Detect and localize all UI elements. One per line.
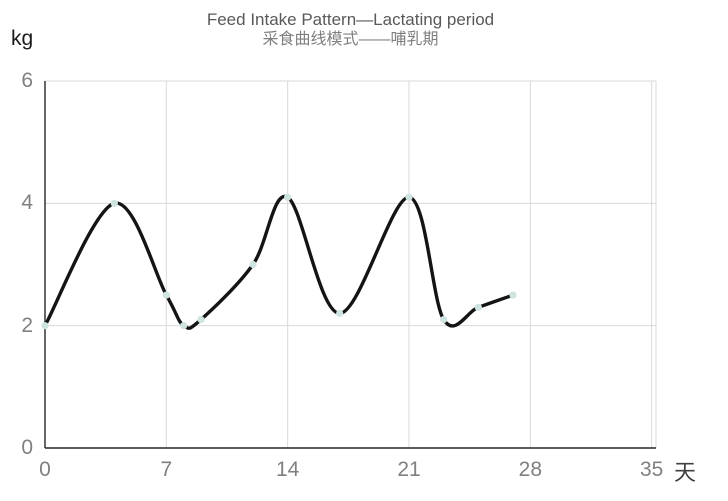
- x-axis-unit-label: 天: [674, 460, 697, 485]
- data-point-marker: [41, 322, 49, 330]
- data-point-marker: [284, 193, 292, 201]
- x-tick-label: 35: [639, 458, 664, 481]
- y-axis-unit-label: kg: [11, 27, 34, 50]
- data-point-marker: [249, 260, 257, 269]
- data-point-marker: [474, 303, 482, 311]
- x-tick-label: 14: [275, 458, 300, 481]
- chart-subtitle: 采食曲线模式——哺乳期: [262, 31, 439, 48]
- chart-title: Feed Intake Pattern—Lactating period: [206, 10, 495, 29]
- x-tick-label: 0: [39, 458, 51, 481]
- data-point-marker: [110, 199, 118, 207]
- y-tick-label: 2: [21, 313, 33, 337]
- y-tick-label: 0: [21, 436, 33, 459]
- data-point-marker: [197, 315, 205, 324]
- x-tick-label: 21: [397, 458, 421, 481]
- data-point-marker: [336, 309, 344, 318]
- y-tick-label: 6: [21, 69, 33, 92]
- data-point-marker: [180, 322, 188, 330]
- x-tick-label: 7: [160, 458, 173, 481]
- feed-intake-curve: [43, 194, 515, 330]
- data-point-marker: [440, 315, 448, 324]
- data-point-marker: [405, 193, 413, 201]
- x-tick-label: 28: [518, 458, 542, 481]
- data-point-marker: [162, 291, 170, 299]
- y-tick-label: 4: [21, 191, 33, 215]
- data-point-marker: [509, 291, 517, 299]
